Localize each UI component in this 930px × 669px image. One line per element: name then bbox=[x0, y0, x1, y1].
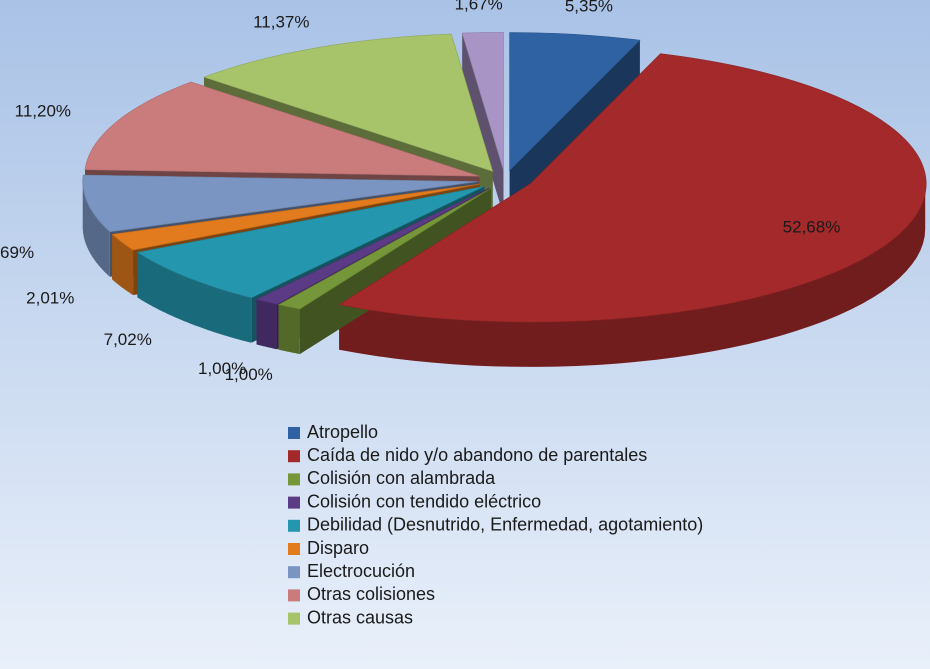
slice bbox=[461, 32, 504, 171]
slice bbox=[136, 186, 485, 299]
legend-swatch bbox=[288, 519, 300, 532]
slice bbox=[203, 33, 494, 172]
legend-swatch bbox=[288, 427, 300, 439]
data-label: 2,01% bbox=[26, 288, 74, 307]
legend-label: Atropello bbox=[307, 422, 378, 442]
legend-swatch bbox=[288, 566, 300, 579]
slice-rim bbox=[256, 299, 277, 350]
legend-swatch bbox=[288, 450, 300, 463]
data-label: 11,20% bbox=[15, 101, 71, 120]
legend-label: Colisión con alambrada bbox=[307, 468, 496, 488]
slice bbox=[111, 183, 480, 251]
data-label: 11,37% bbox=[253, 13, 309, 32]
slice-wall bbox=[462, 33, 504, 216]
slice bbox=[509, 32, 641, 172]
legend-swatch bbox=[288, 496, 300, 509]
legend-label: Caída de nido y/o abandono de parentales bbox=[307, 445, 647, 465]
legend-swatch bbox=[288, 612, 300, 625]
legend-label: Colisión con tendido eléctrico bbox=[307, 491, 541, 511]
slice-rim bbox=[82, 181, 110, 277]
data-label: 52,68% bbox=[783, 217, 841, 236]
slice bbox=[277, 188, 492, 310]
legend-label: Electrocución bbox=[307, 561, 415, 581]
slice bbox=[338, 53, 927, 323]
legend-swatch bbox=[288, 543, 300, 555]
legend-label: Otras colisiones bbox=[307, 584, 435, 604]
legend-swatch bbox=[288, 589, 300, 602]
slice bbox=[82, 174, 478, 233]
slice-wall bbox=[278, 188, 491, 350]
slice bbox=[84, 81, 480, 177]
slice-rim bbox=[278, 304, 300, 355]
data-label: 5,35% bbox=[565, 0, 613, 16]
data-label: 1,67% bbox=[455, 0, 503, 13]
data-label: 7,02% bbox=[104, 330, 152, 349]
data-label: 6,69% bbox=[0, 243, 34, 262]
legend-label: Otras causas bbox=[307, 607, 413, 627]
slice bbox=[255, 187, 490, 305]
slice-rim bbox=[137, 252, 252, 343]
legend-label: Disparo bbox=[307, 538, 369, 558]
legend-label: Debilidad (Desnutrido, Enfermedad, agota… bbox=[307, 515, 703, 535]
data-label: 1,00% bbox=[225, 365, 273, 384]
slice-rim bbox=[112, 234, 134, 296]
legend-swatch bbox=[288, 473, 300, 486]
data-label: 1,00% bbox=[198, 359, 246, 378]
